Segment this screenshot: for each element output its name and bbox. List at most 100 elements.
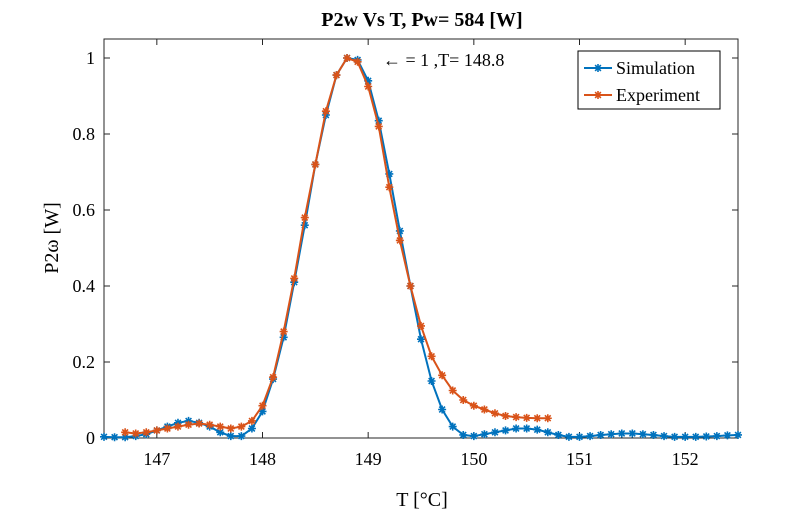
- y-axis-label: P2ω [W]: [41, 202, 63, 273]
- data-point-experiment: [512, 413, 521, 422]
- x-tick-label: 152: [672, 449, 699, 469]
- y-tick-label: 1: [86, 48, 95, 68]
- data-point-simulation: [490, 428, 499, 437]
- data-point-simulation: [216, 428, 225, 437]
- data-point-experiment: [142, 428, 151, 437]
- data-point-simulation: [723, 431, 732, 440]
- data-point-simulation: [522, 424, 531, 433]
- data-point-experiment: [247, 416, 256, 425]
- data-point-experiment: [438, 371, 447, 380]
- data-point-simulation: [660, 432, 669, 441]
- data-point-experiment: [226, 424, 235, 433]
- data-point-experiment: [427, 352, 436, 361]
- legend-label-simulation: Simulation: [616, 58, 695, 78]
- data-point-simulation: [670, 432, 679, 441]
- data-point-experiment: [311, 160, 320, 169]
- data-point-simulation: [607, 430, 616, 439]
- data-point-experiment: [321, 107, 330, 116]
- data-point-simulation: [586, 432, 595, 441]
- data-point-simulation: [617, 429, 626, 438]
- data-point-experiment: [152, 426, 161, 435]
- data-point-experiment: [459, 396, 468, 404]
- y-tick-label: 0.4: [73, 276, 96, 296]
- x-tick-label: 151: [566, 449, 593, 469]
- data-point-simulation: [300, 221, 309, 230]
- data-point-experiment: [406, 282, 415, 290]
- y-tick-label: 0: [86, 428, 95, 448]
- data-point-experiment: [469, 401, 478, 410]
- data-point-experiment: [216, 422, 225, 431]
- data-point-experiment: [290, 274, 299, 283]
- data-point-simulation: [501, 426, 510, 435]
- x-tick-label: 147: [143, 449, 170, 469]
- data-point-experiment: [395, 236, 404, 245]
- data-point-simulation: [575, 432, 584, 441]
- x-tick-label: 148: [249, 449, 276, 469]
- data-point-experiment: [121, 428, 130, 437]
- legend-marker-simulation: [594, 64, 602, 72]
- data-point-experiment: [490, 409, 499, 418]
- data-point-experiment: [279, 327, 288, 336]
- data-point-simulation: [543, 428, 552, 437]
- series-layer: [100, 54, 742, 442]
- data-point-experiment: [205, 420, 214, 429]
- data-point-experiment: [417, 321, 425, 330]
- data-point-simulation: [596, 430, 605, 439]
- data-point-experiment: [353, 57, 362, 66]
- data-point-simulation: [247, 424, 256, 433]
- legend-marker-experiment: [594, 91, 602, 99]
- data-point-experiment: [163, 424, 172, 433]
- y-axis: 0 0.2 0.4 0.6 0.8 1: [73, 48, 738, 448]
- x-tick-label: 149: [355, 449, 382, 469]
- data-point-experiment: [300, 213, 309, 222]
- data-point-simulation: [100, 432, 108, 441]
- data-point-simulation: [459, 430, 468, 439]
- data-point-simulation: [448, 422, 457, 431]
- data-point-experiment: [480, 405, 489, 414]
- data-point-experiment: [131, 429, 140, 438]
- data-point-experiment: [237, 422, 246, 431]
- data-point-simulation: [121, 433, 130, 442]
- data-point-experiment: [448, 386, 457, 395]
- data-point-simulation: [554, 430, 563, 439]
- chart-title: P2w Vs T, Pw= 584 [W]: [321, 9, 522, 31]
- data-point-experiment: [195, 419, 204, 428]
- data-point-simulation: [417, 335, 425, 344]
- data-point-simulation: [480, 430, 489, 439]
- data-point-simulation: [364, 76, 373, 85]
- data-point-simulation: [681, 432, 690, 441]
- legend-label-experiment: Experiment: [616, 85, 700, 105]
- data-point-experiment: [543, 414, 552, 423]
- data-point-simulation: [427, 377, 436, 385]
- x-axis: 147 148 149 150 151 152: [143, 39, 699, 469]
- peak-annotation: ← = 1 ,T= 148.8: [383, 50, 504, 70]
- data-point-simulation: [237, 432, 246, 441]
- data-point-experiment: [269, 373, 278, 382]
- data-point-simulation: [691, 432, 700, 441]
- legend: Simulation Experiment: [577, 50, 721, 110]
- data-point-experiment: [385, 183, 394, 192]
- data-point-simulation: [533, 425, 542, 434]
- data-point-simulation: [649, 430, 658, 439]
- y-tick-label: 0.6: [73, 200, 96, 220]
- x-axis-label: T [°C]: [396, 489, 448, 511]
- data-point-simulation: [469, 432, 478, 441]
- series-experiment: [121, 54, 552, 438]
- data-point-simulation: [564, 432, 573, 441]
- data-point-simulation: [638, 430, 647, 439]
- data-point-simulation: [395, 226, 404, 235]
- data-point-simulation: [110, 433, 119, 442]
- data-point-simulation: [512, 424, 521, 433]
- data-point-experiment: [343, 54, 352, 62]
- data-point-experiment: [184, 420, 193, 429]
- data-point-simulation: [712, 432, 721, 441]
- data-point-simulation: [258, 407, 267, 416]
- data-point-experiment: [501, 411, 510, 420]
- y-tick-label: 0.8: [73, 124, 96, 144]
- data-point-simulation: [226, 432, 235, 441]
- data-point-simulation: [385, 169, 394, 178]
- data-point-experiment: [173, 422, 182, 431]
- data-point-simulation: [702, 432, 711, 441]
- data-point-simulation: [374, 116, 383, 125]
- y-tick-label: 0.2: [73, 352, 96, 372]
